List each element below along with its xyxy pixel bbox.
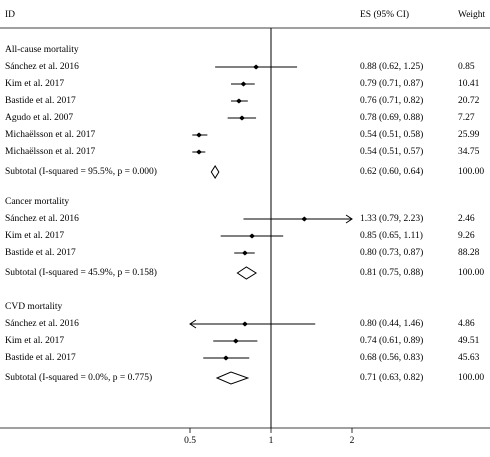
group-label: All-cause mortality <box>5 45 79 55</box>
point-estimate <box>249 233 256 239</box>
weight: 4.86 <box>458 319 475 329</box>
study-label: Sánchez et al. 2016 <box>5 62 79 72</box>
weight: 49.51 <box>458 336 480 346</box>
weight: 45.63 <box>458 353 480 363</box>
es-ci: 0.81 (0.75, 0.88) <box>360 267 423 278</box>
point-estimate <box>195 132 202 138</box>
es-ci: 0.54 (0.51, 0.58) <box>360 129 423 140</box>
weight: 20.72 <box>458 96 480 106</box>
point-estimate <box>241 321 248 327</box>
study-label: Kim et al. 2017 <box>5 336 64 346</box>
es-ci: 0.54 (0.51, 0.57) <box>360 146 423 157</box>
weight: 100.00 <box>458 167 484 177</box>
weight: 25.99 <box>458 130 480 140</box>
study-label: Michaëlsson et al. 2017 <box>5 130 95 140</box>
header-es: ES (95% CI) <box>360 9 409 20</box>
ci-arrow <box>345 214 353 224</box>
es-ci: 0.85 (0.65, 1.11) <box>360 230 423 241</box>
weight: 100.00 <box>458 373 484 383</box>
point-estimate <box>238 115 245 121</box>
weight: 100.00 <box>458 268 484 278</box>
point-estimate <box>253 64 260 70</box>
study-label: Sánchez et al. 2016 <box>5 319 79 329</box>
study-label: Bastide et al. 2017 <box>5 96 76 106</box>
subtotal-label: Subtotal (I-squared = 0.0%, p = 0.775) <box>5 372 152 383</box>
point-estimate <box>232 338 239 344</box>
es-ci: 0.68 (0.56, 0.83) <box>360 352 423 363</box>
weight: 0.85 <box>458 62 475 72</box>
group-label: Cancer mortality <box>5 197 69 207</box>
header-weight: Weight <box>458 10 486 20</box>
es-ci: 0.79 (0.71, 0.87) <box>360 78 423 89</box>
es-ci: 0.76 (0.71, 0.82) <box>360 95 423 106</box>
study-label: Bastide et al. 2017 <box>5 353 76 363</box>
point-estimate <box>241 250 248 256</box>
subtotal-label: Subtotal (I-squared = 95.5%, p = 0.000) <box>5 166 157 177</box>
es-ci: 0.80 (0.73, 0.87) <box>360 247 423 258</box>
weight: 2.46 <box>458 214 475 224</box>
point-estimate <box>222 355 229 361</box>
weight: 9.26 <box>458 231 475 241</box>
study-label: Sánchez et al. 2016 <box>5 214 79 224</box>
point-estimate <box>240 81 247 87</box>
es-ci: 0.62 (0.60, 0.64) <box>360 166 423 177</box>
es-ci: 0.78 (0.69, 0.88) <box>360 112 423 123</box>
weight: 34.75 <box>458 147 480 157</box>
x-tick-label: 1 <box>269 436 274 446</box>
weight: 10.41 <box>458 79 480 89</box>
es-ci: 1.33 (0.79, 2.23) <box>360 213 423 224</box>
pooled-diamond <box>236 266 258 280</box>
point-estimate <box>235 98 242 104</box>
es-ci: 0.71 (0.63, 0.82) <box>360 372 423 383</box>
es-ci: 0.80 (0.44, 1.46) <box>360 318 423 329</box>
pooled-diamond <box>210 165 220 179</box>
study-label: Michaëlsson et al. 2017 <box>5 147 95 157</box>
x-tick-label: 2 <box>350 436 355 446</box>
x-tick-label: 0.5 <box>184 436 196 446</box>
pooled-diamond <box>215 371 250 385</box>
study-label: Agudo et al. 2007 <box>5 113 73 123</box>
es-ci: 0.88 (0.62, 1.25) <box>360 61 423 72</box>
point-estimate <box>301 216 308 222</box>
group-label: CVD mortality <box>5 302 63 312</box>
es-ci: 0.74 (0.61, 0.89) <box>360 335 423 346</box>
weight: 7.27 <box>458 113 475 123</box>
ci-arrow <box>189 319 197 329</box>
subtotal-label: Subtotal (I-squared = 45.9%, p = 0.158) <box>5 267 157 278</box>
study-label: Kim et al. 2017 <box>5 79 64 89</box>
study-label: Bastide et al. 2017 <box>5 248 76 258</box>
header-id: ID <box>5 10 15 20</box>
weight: 88.28 <box>458 248 480 258</box>
study-label: Kim et al. 2017 <box>5 231 64 241</box>
point-estimate <box>195 149 202 155</box>
